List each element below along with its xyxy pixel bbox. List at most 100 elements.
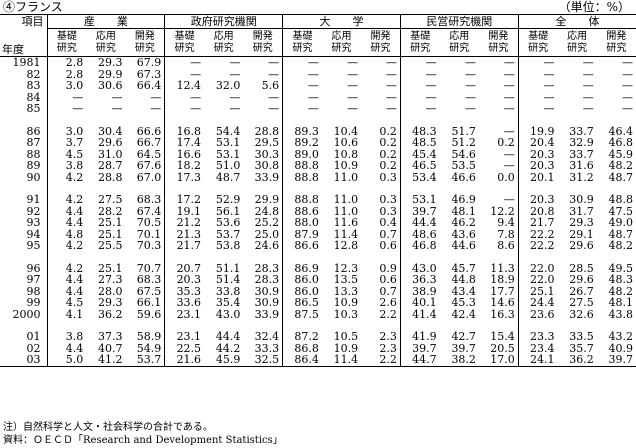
subheader-basic-research: 基礎 研究	[46, 28, 87, 57]
value-cell: —	[347, 56, 359, 70]
value-cell: 53.7	[215, 227, 241, 241]
value-cell: 27.5	[569, 296, 594, 310]
value-cell: 0.9	[379, 261, 397, 275]
value-cell: 25.1	[517, 285, 558, 297]
value-cell: —	[164, 103, 205, 115]
year-cell: 93	[26, 216, 41, 230]
value-cell: 31.0	[98, 147, 123, 161]
value-cell: 51.0	[215, 159, 241, 173]
value-cell: 67.0	[136, 170, 162, 184]
subheader-text: 研究	[331, 42, 352, 54]
value-cell: 21.7	[517, 217, 558, 229]
value-cell: —	[517, 80, 558, 92]
spacer-row	[0, 251, 636, 263]
value-cell: 13.3	[333, 284, 359, 298]
value-cell: 10.9	[333, 296, 359, 310]
value-cell: 54.4	[215, 124, 241, 138]
value-cell: 0.3	[379, 170, 397, 184]
value-cell: 29.5	[254, 136, 280, 150]
value-cell: 10.9	[333, 159, 359, 173]
value-cell: 5.6	[261, 79, 280, 93]
value-cell: 54.6	[451, 147, 476, 161]
value-cell: 32.0	[215, 79, 241, 93]
value-cell: 46.4	[608, 124, 634, 138]
year-cell: 92	[26, 204, 41, 218]
value-cell: 67.3	[136, 67, 162, 81]
table-row: 83 3.0 30.6 66.4 12.4 32.0 5.6— — — — — — — — —	[0, 80, 636, 92]
value-cell: —	[464, 79, 476, 93]
value-cell: —	[517, 56, 558, 69]
value-cell: 25.1	[98, 261, 123, 275]
value-cell: 48.1	[451, 204, 476, 218]
value-cell: 28.3	[254, 261, 280, 275]
value-cell: 27.3	[98, 273, 123, 287]
value-cell: 2.6	[379, 296, 397, 310]
value-cell: 39.7	[399, 205, 440, 217]
value-cell: —	[229, 67, 241, 81]
value-cell: 18.9	[490, 273, 515, 287]
value-cell: —	[399, 56, 440, 69]
value-cell: —	[385, 79, 397, 93]
value-cell: 46.8	[399, 240, 440, 252]
subheader-basic-research: 基礎 研究	[164, 28, 205, 57]
value-cell: 20.3	[517, 148, 558, 160]
value-cell: 24.1	[517, 354, 558, 367]
value-cell: 48.7	[608, 227, 634, 241]
value-cell: 11.6	[333, 216, 359, 230]
value-cell: —	[503, 159, 515, 173]
table-row: 96 4.2 25.1 70.7 20.7 51.1 28.3 86.9 12.3 0.9 43.0…	[0, 261, 636, 275]
value-cell: 43.0	[215, 307, 241, 321]
value-cell: 28.5	[569, 261, 594, 275]
subheader-applied-research: 応用 研究	[557, 28, 597, 57]
value-cell: 46.8	[608, 136, 634, 150]
value-cell: 22.2	[517, 228, 558, 240]
value-cell: 53.1	[215, 136, 241, 150]
subheader-text: 応用	[331, 30, 352, 42]
value-cell: —	[622, 67, 634, 81]
value-cell: 25.5	[98, 239, 123, 253]
value-cell: 28.7	[98, 159, 123, 173]
value-cell: 0.3	[379, 204, 397, 218]
value-cell: 58.9	[136, 330, 162, 344]
value-cell: 64.5	[136, 147, 162, 161]
subheader-text: 研究	[370, 42, 391, 54]
value-cell: —	[150, 90, 162, 104]
value-cell: 12.3	[333, 261, 359, 275]
value-cell: 67.5	[136, 284, 162, 298]
value-cell: —	[347, 90, 359, 104]
value-cell: 4.2	[46, 240, 87, 252]
value-cell: 35.7	[569, 341, 594, 355]
value-cell: 11.0	[333, 170, 359, 184]
value-cell: —	[582, 102, 594, 116]
value-cell: 29.6	[569, 273, 594, 287]
value-cell: 25.1	[98, 216, 123, 230]
value-cell: 0.6	[379, 273, 397, 287]
subheader-text: 研究	[174, 42, 195, 54]
value-cell: 39.7	[451, 341, 476, 355]
value-cell: 8.6	[497, 239, 515, 253]
value-cell: 45.4	[399, 148, 440, 160]
value-cell: 36.2	[557, 354, 597, 367]
value-cell: 20.4	[517, 137, 558, 149]
subheader-text: 基礎	[174, 30, 195, 42]
table-row: 87 3.7 29.6 66.7 17.4 53.1 29.5 89.2 10.6 0.2 48.5…	[0, 137, 636, 149]
value-cell: —	[582, 79, 594, 93]
table-row: 86 3.0 30.4 66.6 16.8 54.4 28.8 89.3 10.4 0.2 48.3…	[0, 124, 636, 138]
subheader-text: 研究	[449, 42, 470, 54]
value-cell: —	[268, 90, 280, 104]
value-cell: 53.6	[215, 216, 241, 230]
value-cell: 10.5	[333, 330, 359, 344]
subheader-basic-research: 基礎 研究	[282, 28, 322, 57]
value-cell: 30.9	[254, 284, 280, 298]
subheader-text: 応用	[213, 30, 234, 42]
value-cell: 25.1	[98, 227, 123, 241]
value-cell: 4.1	[46, 308, 87, 320]
value-cell: —	[46, 91, 87, 103]
value-cell: 53.4	[399, 171, 440, 183]
value-cell: 68.3	[136, 273, 162, 287]
value-cell: 56.1	[215, 204, 241, 218]
year-cell: 2000	[12, 307, 41, 321]
value-cell: —	[164, 91, 205, 103]
value-cell: 15.4	[490, 330, 515, 344]
value-cell: —	[268, 102, 280, 116]
